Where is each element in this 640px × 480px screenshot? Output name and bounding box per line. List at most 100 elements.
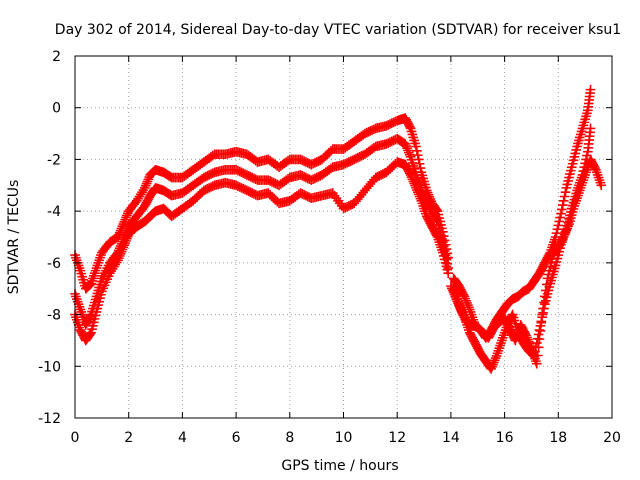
- x-tick-label: 6: [232, 430, 241, 446]
- data-point-interp: [412, 150, 423, 160]
- data-point-interp: [301, 190, 311, 201]
- data-point-interp: [558, 196, 569, 206]
- data-point-interp: [208, 150, 218, 161]
- data-point-interp: [297, 155, 308, 166]
- y-tick-label: -12: [38, 411, 61, 427]
- data-point-interp: [208, 168, 218, 179]
- data-point-interp: [414, 158, 425, 169]
- data-point-interp: [387, 118, 397, 129]
- data-point: [199, 185, 209, 196]
- data-point-interp: [557, 204, 567, 215]
- data-point-interp: [345, 156, 356, 166]
- data-point-interp: [308, 158, 318, 169]
- x-tick-label: 4: [178, 430, 187, 446]
- data-point-interp: [540, 291, 550, 302]
- data-point-interp: [554, 216, 564, 227]
- data-point: [338, 203, 349, 214]
- data-point-interp: [243, 186, 254, 197]
- y-tick-label: 2: [52, 49, 61, 65]
- data-point: [537, 309, 547, 320]
- data-point-interp: [233, 181, 243, 191]
- data-point-interp: [299, 156, 309, 166]
- data-point-interp: [245, 187, 256, 197]
- data-point-interp: [202, 183, 213, 194]
- data-point: [370, 172, 381, 183]
- y-tick-label: -10: [38, 359, 61, 375]
- data-point-interp: [540, 285, 551, 296]
- data-point-interp: [340, 158, 351, 169]
- data-point: [443, 268, 454, 278]
- x-tick-label: 8: [285, 430, 294, 446]
- data-point-interp: [383, 138, 394, 148]
- y-axis-label: SDTVAR / TECUs: [6, 180, 22, 295]
- data-point: [534, 325, 545, 335]
- data-point: [306, 159, 317, 170]
- data-point: [338, 159, 349, 170]
- data-point-interp: [557, 200, 568, 210]
- data-point-interp: [238, 168, 249, 179]
- data-point: [242, 185, 252, 196]
- data-point-interp: [536, 317, 547, 328]
- x-tick-label: 14: [442, 430, 460, 446]
- data-point-interp: [544, 265, 555, 276]
- data-point-interp: [545, 261, 556, 272]
- data-point-interp: [458, 289, 469, 300]
- data-point-interp: [236, 183, 247, 193]
- data-point: [532, 358, 542, 369]
- data-point: [550, 232, 561, 242]
- data-point: [360, 128, 370, 139]
- x-tick-label: 10: [335, 430, 353, 446]
- data-point-interp: [236, 167, 247, 178]
- data-point-interp: [313, 171, 324, 182]
- data-point-interp: [546, 258, 556, 268]
- series-1: [70, 113, 454, 294]
- data-point-interp: [551, 228, 562, 238]
- data-point-interp: [404, 168, 415, 179]
- data-point: [411, 141, 421, 152]
- data-point-interp: [557, 233, 568, 244]
- data-point-interp: [431, 214, 442, 225]
- data-point: [556, 208, 566, 219]
- data-point-interp: [206, 169, 216, 179]
- data-point-interp: [538, 303, 548, 314]
- data-layer: [70, 84, 607, 374]
- data-point-interp: [552, 224, 563, 235]
- data-point-interp: [297, 171, 308, 181]
- data-point-interp: [376, 170, 386, 180]
- tick-layer: [74, 55, 613, 419]
- data-point-interp: [520, 328, 530, 339]
- data-point-interp: [555, 212, 565, 223]
- data-point: [585, 123, 596, 134]
- data-point-interp: [543, 269, 554, 280]
- data-point-interp: [353, 152, 363, 163]
- data-point-interp: [361, 127, 372, 138]
- data-point-interp: [283, 174, 293, 184]
- data-point-interp: [268, 177, 279, 188]
- data-point-interp: [340, 202, 351, 213]
- data-point-interp: [374, 171, 385, 181]
- data-point-interp: [356, 151, 367, 161]
- x-tick-label: 0: [71, 430, 80, 446]
- x-tick-label: 12: [388, 430, 406, 446]
- data-point-interp: [310, 173, 320, 184]
- data-point-interp: [344, 157, 354, 167]
- data-point-interp: [299, 171, 309, 182]
- data-point-interp: [297, 189, 308, 199]
- data-point-interp: [363, 127, 374, 137]
- data-point-interp: [590, 163, 600, 173]
- data-point-interp: [344, 201, 354, 211]
- data-point-interp: [243, 171, 254, 181]
- data-point: [381, 121, 392, 131]
- data-point: [542, 273, 553, 284]
- y-tick-label: -8: [47, 308, 61, 324]
- data-point: [295, 188, 306, 198]
- data-point-interp: [365, 126, 376, 136]
- data-point: [231, 164, 241, 175]
- data-point-interp: [351, 153, 361, 164]
- data-point-interp: [85, 329, 96, 339]
- data-point-interp: [535, 326, 546, 336]
- data-point: [349, 154, 360, 165]
- grid-layer: [75, 56, 612, 418]
- data-point-interp: [313, 156, 324, 166]
